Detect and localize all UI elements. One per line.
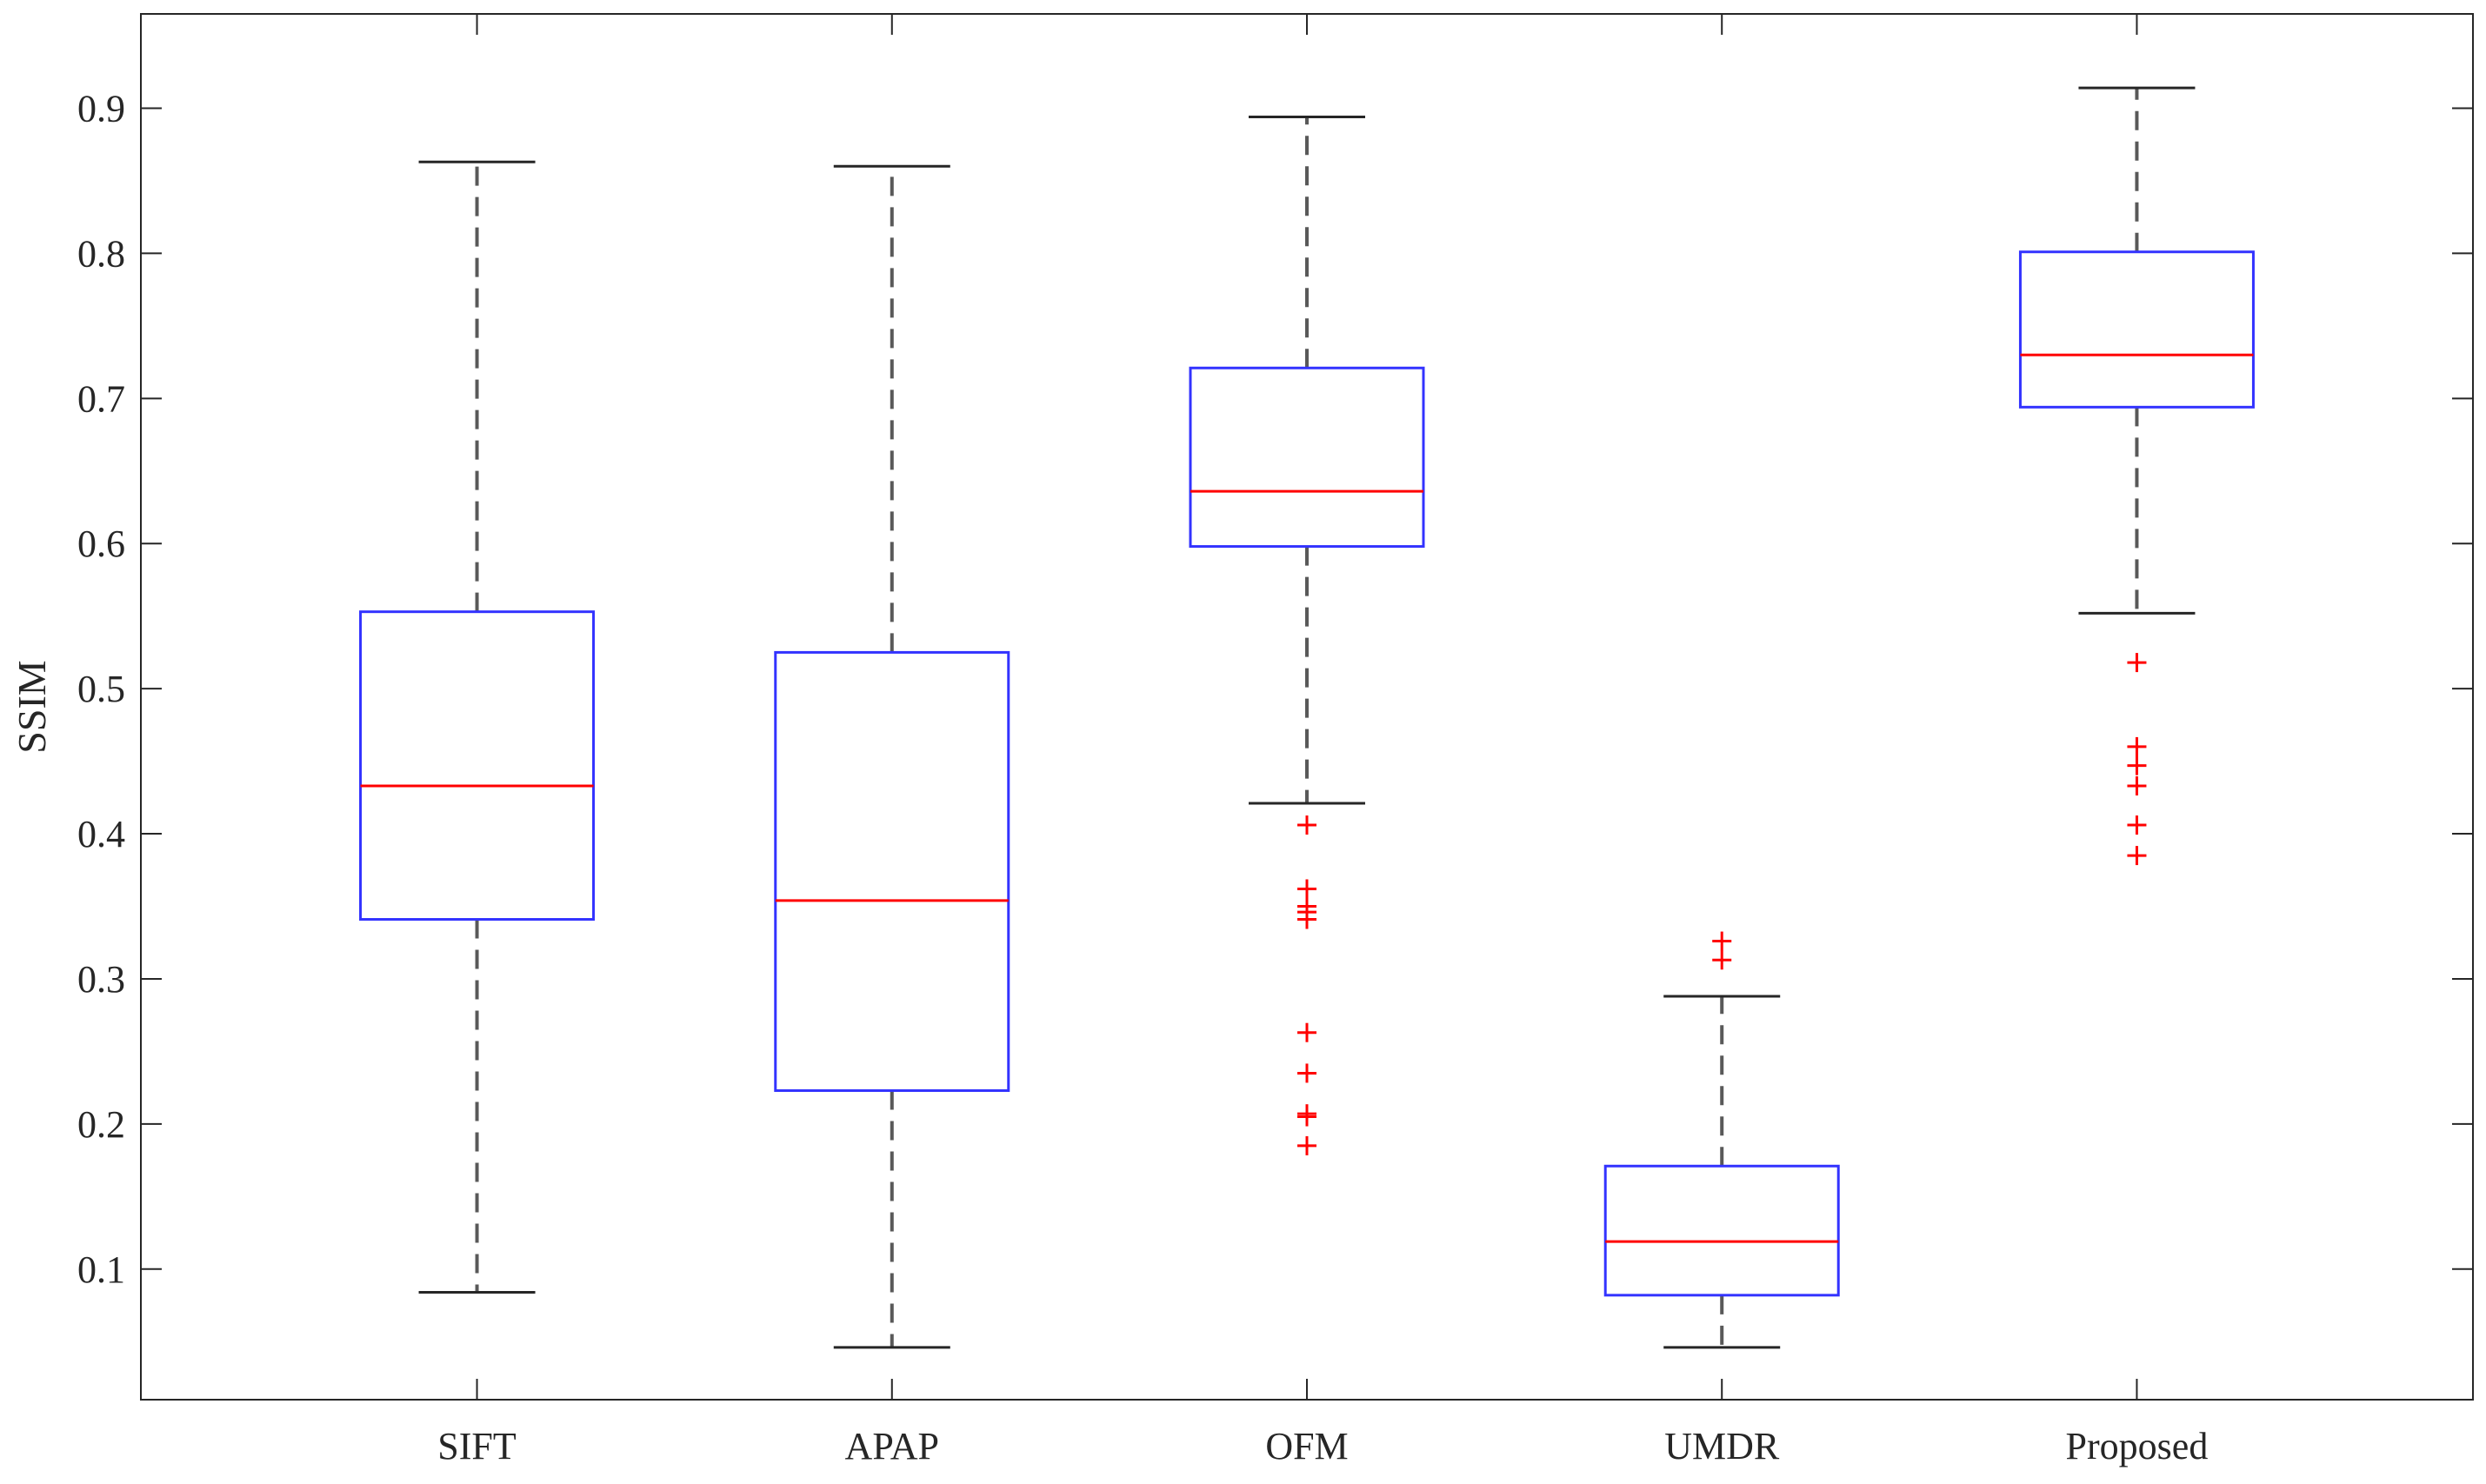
y-tick-label: 0.7 bbox=[77, 377, 125, 420]
outlier-marker bbox=[1297, 879, 1316, 899]
y-tick-label: 0.5 bbox=[77, 668, 125, 710]
x-axis-ticks: SIFT APAP OFM UMDR Proposed bbox=[437, 14, 2208, 1467]
box-group-proposed bbox=[2018, 86, 2255, 866]
x-tick-label: Proposed bbox=[2066, 1425, 2209, 1467]
y-axis-ticks: 0.1 0.2 0.3 0.4 0.5 0.6 0.7 0.8 0.9 bbox=[77, 87, 2473, 1291]
outlier-marker bbox=[1297, 1063, 1316, 1083]
outlier-marker bbox=[2127, 846, 2147, 866]
outlier-marker bbox=[2127, 736, 2147, 756]
outlier-marker bbox=[2127, 775, 2147, 795]
y-tick-label: 0.4 bbox=[77, 813, 125, 855]
y-tick-label: 0.2 bbox=[77, 1103, 125, 1146]
outlier-marker bbox=[1297, 909, 1316, 929]
x-tick-label: OFM bbox=[1265, 1425, 1348, 1467]
outlier-marker bbox=[2127, 815, 2147, 835]
y-tick-label: 0.8 bbox=[77, 232, 125, 275]
outlier-marker bbox=[1712, 931, 1732, 951]
y-tick-label: 0.9 bbox=[77, 87, 125, 130]
outlier-marker bbox=[1297, 1135, 1316, 1155]
iqr-box bbox=[1189, 366, 1425, 549]
outlier-marker bbox=[1712, 950, 1732, 970]
x-tick-label: APAP bbox=[845, 1425, 939, 1467]
outlier-marker bbox=[1297, 1107, 1316, 1127]
iqr-box bbox=[774, 650, 1010, 1092]
outlier-marker bbox=[1297, 815, 1316, 835]
iqr-box bbox=[359, 610, 596, 922]
y-tick-label: 0.1 bbox=[77, 1248, 125, 1291]
box-group-sift bbox=[359, 160, 596, 1294]
y-axis-label: SSIM bbox=[10, 660, 54, 753]
boxes-layer bbox=[359, 86, 2255, 1349]
x-tick-label: SIFT bbox=[437, 1425, 517, 1467]
x-tick-label: UMDR bbox=[1664, 1425, 1780, 1467]
box-group-ofm bbox=[1189, 116, 1425, 1155]
plot-frame bbox=[140, 13, 2474, 1401]
outlier-marker bbox=[2127, 755, 2147, 775]
outlier-marker bbox=[2127, 653, 2147, 673]
box-group-apap bbox=[774, 164, 1010, 1349]
box-group-umdr bbox=[1603, 931, 1840, 1349]
iqr-box bbox=[1603, 1164, 1840, 1297]
y-tick-label: 0.3 bbox=[77, 958, 125, 1001]
outlier-marker bbox=[1297, 1022, 1316, 1042]
iqr-box bbox=[2018, 250, 2255, 409]
y-tick-label: 0.6 bbox=[77, 522, 125, 565]
